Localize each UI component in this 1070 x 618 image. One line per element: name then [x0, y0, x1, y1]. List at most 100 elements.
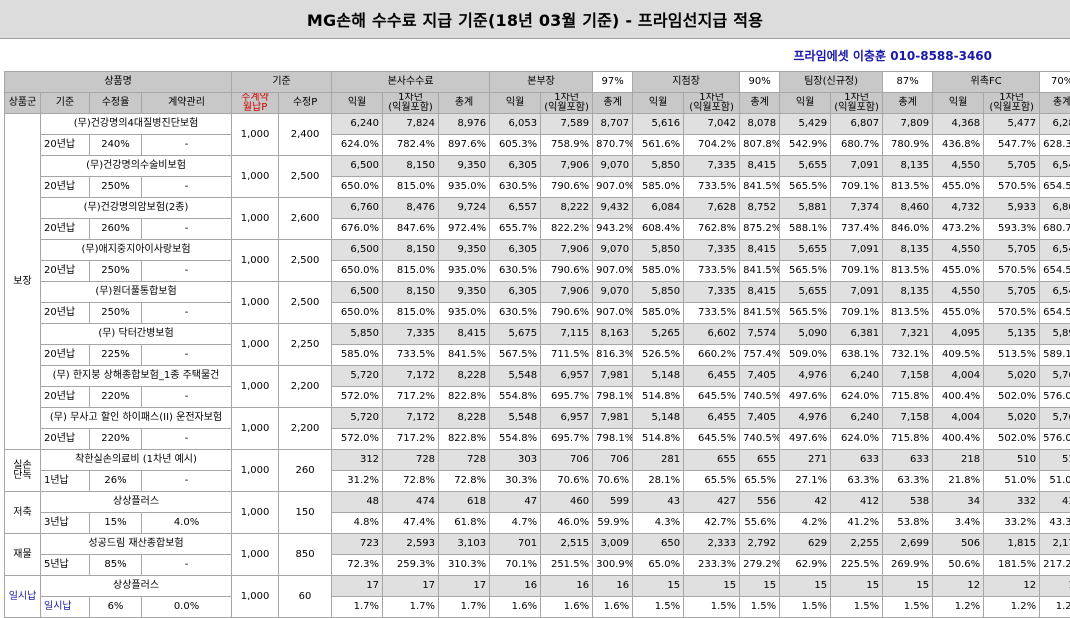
- percent-cell: 565.5%: [780, 177, 831, 198]
- amount-cell: 5,429: [780, 114, 831, 135]
- amount-cell: 6,455: [684, 408, 740, 429]
- percent-cell: 733.5%: [684, 177, 740, 198]
- amount-cell: 5,148: [633, 408, 684, 429]
- amount-cell: 15: [883, 576, 933, 597]
- percent-cell: 251.5%: [541, 555, 593, 576]
- amount-cell: 5,850: [633, 240, 684, 261]
- percent-cell: 593.3%: [984, 219, 1040, 240]
- percent-cell: 733.5%: [684, 303, 740, 324]
- payment-term: 20년납: [41, 135, 90, 156]
- amount-cell: 271: [780, 450, 831, 471]
- percent-cell: 400.4%: [933, 387, 984, 408]
- percent-cell: 513.5%: [984, 345, 1040, 366]
- main-premium: 1,000: [232, 156, 279, 198]
- percent-cell: 715.8%: [883, 429, 933, 450]
- payment-term: 20년납: [41, 429, 90, 450]
- percent-cell: 585.0%: [332, 345, 383, 366]
- amount-cell: 2,172: [1040, 534, 1070, 555]
- product-name: (무)건강명의수술비보험: [41, 156, 232, 177]
- contract-mgmt: -: [142, 387, 232, 408]
- percent-cell: 732.1%: [883, 345, 933, 366]
- percent-cell: 65.5%: [684, 471, 740, 492]
- percent-cell: 709.1%: [831, 261, 883, 282]
- percent-cell: 233.3%: [684, 555, 740, 576]
- amount-cell: 7,042: [684, 114, 740, 135]
- payment-term: 5년납: [41, 555, 90, 576]
- percent-cell: 715.8%: [883, 387, 933, 408]
- amount-cell: 2,515: [541, 534, 593, 555]
- amount-cell: 8,460: [883, 198, 933, 219]
- percent-cell: 740.5%: [740, 387, 780, 408]
- percent-cell: 1.6%: [490, 597, 541, 618]
- amount-cell: 9,070: [593, 156, 633, 177]
- amount-cell: 6,957: [541, 408, 593, 429]
- amount-cell: 17: [383, 576, 439, 597]
- percent-cell: 737.4%: [831, 219, 883, 240]
- percent-cell: 70.6%: [541, 471, 593, 492]
- payment-term: 20년납: [41, 177, 90, 198]
- percent-cell: 897.6%: [439, 135, 490, 156]
- amount-cell: 15: [684, 576, 740, 597]
- header-ik: 익월: [490, 93, 541, 114]
- amount-cell: 556: [740, 492, 780, 513]
- percent-cell: 72.8%: [383, 471, 439, 492]
- amount-cell: 15: [633, 576, 684, 597]
- contract-mgmt: -: [142, 135, 232, 156]
- payment-term: 20년납: [41, 261, 90, 282]
- amount-cell: 6,305: [490, 240, 541, 261]
- percent-cell: 815.0%: [383, 303, 439, 324]
- amount-cell: 5,090: [780, 324, 831, 345]
- amount-cell: 7,906: [541, 240, 593, 261]
- amount-cell: 6,957: [541, 366, 593, 387]
- percent-cell: 565.5%: [780, 303, 831, 324]
- amount-cell: 5,850: [633, 156, 684, 177]
- percent-cell: 695.7%: [541, 387, 593, 408]
- percent-cell: 3.4%: [933, 513, 984, 534]
- amount-cell: 12: [984, 576, 1040, 597]
- amount-cell: 7,574: [740, 324, 780, 345]
- percent-cell: 798.1%: [593, 429, 633, 450]
- percent-cell: 589.1%: [1040, 345, 1070, 366]
- header-y1: 1차년(익월포함): [831, 93, 883, 114]
- amount-cell: 4,368: [933, 114, 984, 135]
- header-basis: 기준: [232, 72, 332, 93]
- percent-cell: 455.0%: [933, 261, 984, 282]
- product-name: (무)건강명의4대질병진단보험: [41, 114, 232, 135]
- percent-cell: 63.3%: [883, 471, 933, 492]
- payment-term: 20년납: [41, 303, 90, 324]
- percent-cell: 33.2%: [984, 513, 1040, 534]
- amount-cell: 506: [933, 534, 984, 555]
- percent-cell: 841.5%: [740, 303, 780, 324]
- percent-cell: 733.5%: [383, 345, 439, 366]
- amount-cell: 4,004: [933, 408, 984, 429]
- percent-cell: 841.5%: [439, 345, 490, 366]
- percent-cell: 680.7%: [1040, 219, 1070, 240]
- amount-cell: 5,705: [984, 156, 1040, 177]
- amount-cell: 6,500: [332, 282, 383, 303]
- main-premium: 1,000: [232, 198, 279, 240]
- amount-cell: 6,053: [490, 114, 541, 135]
- amount-cell: 701: [490, 534, 541, 555]
- amount-cell: 8,150: [383, 240, 439, 261]
- percent-cell: 473.2%: [933, 219, 984, 240]
- percent-cell: 455.0%: [933, 177, 984, 198]
- amount-cell: 7,405: [740, 408, 780, 429]
- contact-info: 프라임에셋 이충훈 010-8588-3460: [794, 47, 992, 64]
- percent-cell: 822.2%: [541, 219, 593, 240]
- percent-cell: 400.4%: [933, 429, 984, 450]
- percent-cell: 55.6%: [740, 513, 780, 534]
- amount-cell: 2,699: [883, 534, 933, 555]
- amount-cell: 5,135: [984, 324, 1040, 345]
- product-name: 착한실손의료비 (1차년 예시): [41, 450, 232, 471]
- header-rate: 수정율: [90, 93, 142, 114]
- amount-cell: 7,335: [383, 324, 439, 345]
- percent-cell: 72.3%: [332, 555, 383, 576]
- percent-cell: 59.9%: [593, 513, 633, 534]
- contract-mgmt: -: [142, 303, 232, 324]
- amount-cell: 5,760: [1040, 366, 1070, 387]
